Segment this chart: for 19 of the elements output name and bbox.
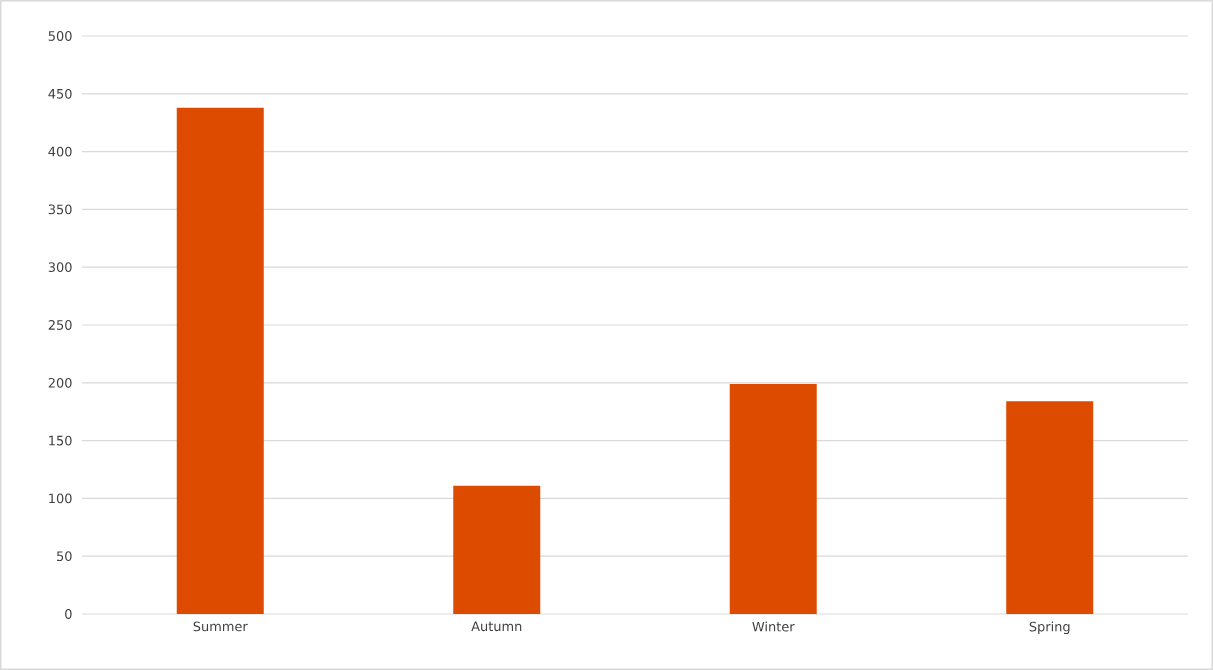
y-tick-label: 250 <box>48 320 72 330</box>
x-tick-label: Spring <box>1029 621 1070 635</box>
bar <box>453 485 541 614</box>
y-tick-label: 500 <box>48 31 72 41</box>
y-tick-label: 100 <box>49 493 72 504</box>
y-tick-label: 150 <box>49 435 72 446</box>
y-tick-label: 50 <box>57 551 72 562</box>
bar <box>1006 401 1094 614</box>
y-tick-label: 0 <box>65 609 72 619</box>
x-tick-label: Winter <box>752 621 795 632</box>
bar <box>729 383 817 614</box>
y-tick-label: 200 <box>48 377 72 388</box>
y-tick-label: 450 <box>48 88 72 99</box>
y-tick-label: 400 <box>48 146 72 157</box>
x-tick-label: Autumn <box>471 621 522 632</box>
bar <box>176 107 264 614</box>
x-tick-label: Summer <box>193 621 248 632</box>
y-tick-label: 300 <box>48 262 72 273</box>
y-tick-label: 350 <box>48 204 72 215</box>
